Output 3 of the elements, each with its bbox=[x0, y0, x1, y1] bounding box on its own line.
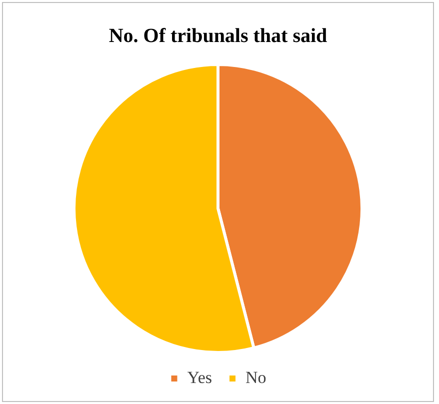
chart-title: No. Of tribunals that said bbox=[108, 25, 328, 48]
legend-label: Yes bbox=[187, 368, 212, 387]
legend-label: No bbox=[245, 368, 266, 387]
